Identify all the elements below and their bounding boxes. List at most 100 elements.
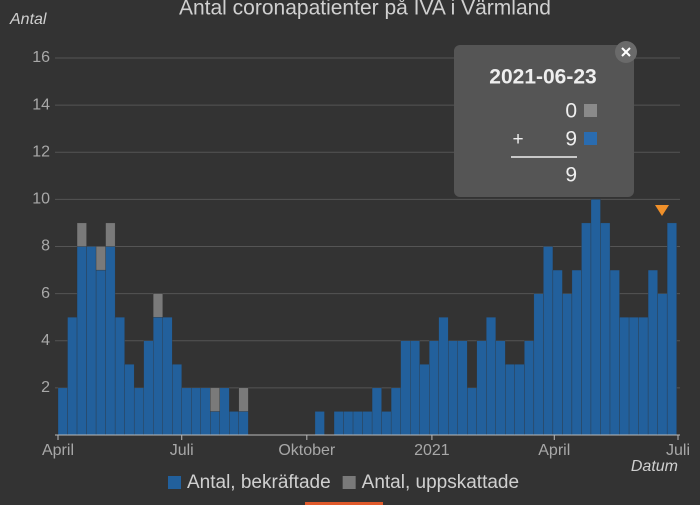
bar-segment <box>57 387 68 436</box>
bars <box>57 199 677 436</box>
close-icon[interactable] <box>621 47 631 57</box>
bar-segment <box>105 222 116 247</box>
bar-segment <box>409 340 420 436</box>
bar-segment <box>124 364 135 436</box>
tooltip-value: 0 <box>565 100 577 123</box>
bar-segment <box>153 293 163 318</box>
bar-segment <box>628 317 639 436</box>
bar-segment <box>429 340 439 436</box>
bar-segment <box>647 269 658 436</box>
bar-segment <box>133 387 144 436</box>
bar-segment <box>162 317 173 436</box>
tooltip-swatch <box>584 132 597 145</box>
bar-segment <box>238 387 249 412</box>
bar-segment <box>400 340 411 436</box>
tooltip: 2021-06-23 0 + 9 9 <box>454 41 637 197</box>
bar-segment <box>524 340 535 436</box>
tooltip-value: 9 <box>565 128 577 151</box>
bar-segment <box>352 411 363 436</box>
bar-segment <box>562 293 573 436</box>
x-tick-label: April <box>538 442 570 459</box>
tooltip-operator: + <box>512 129 523 150</box>
bar-segment <box>533 293 544 436</box>
bar-segment <box>229 411 239 436</box>
y-tick-label: 10 <box>32 191 50 208</box>
bar-segment <box>95 269 106 436</box>
bar-segment <box>590 199 601 436</box>
tooltip-swatch <box>584 104 597 117</box>
bar-segment <box>448 340 458 436</box>
bar-segment <box>238 411 249 436</box>
bar-segment <box>476 340 487 436</box>
bar-segment <box>600 222 611 436</box>
bar-segment <box>581 222 592 436</box>
bar-segment <box>638 317 649 436</box>
x-tick-label: April <box>42 442 74 459</box>
bar-segment <box>505 364 515 436</box>
bar-segment <box>67 317 78 436</box>
legend-label: Antal, uppskattade <box>362 472 519 493</box>
y-tick-label: 14 <box>32 96 50 113</box>
y-tick-label: 12 <box>32 143 50 160</box>
bar-segment <box>619 317 630 436</box>
bar-segment <box>114 317 125 436</box>
bar-segment <box>390 387 401 436</box>
x-tick-label: 2021 <box>414 442 450 459</box>
x-axis-label: Datum <box>631 458 678 475</box>
x-ticks: April Juli Oktober 2021 April Juli <box>42 435 690 459</box>
legend-swatch <box>342 476 356 489</box>
bar-segment <box>543 246 554 436</box>
bar-segment <box>210 411 220 436</box>
bar-segment <box>362 411 373 436</box>
y-axis-label: Antal <box>9 11 47 28</box>
y-tick-label: 16 <box>32 49 50 66</box>
tooltip-date: 2021-06-23 <box>489 66 596 89</box>
tooltip-box <box>454 45 634 197</box>
bar-segment <box>95 246 106 271</box>
bar-segment <box>105 246 116 436</box>
bar-segment <box>438 317 449 436</box>
bar-segment <box>467 387 477 436</box>
bar-segment <box>172 364 182 436</box>
bar-segment <box>76 222 87 247</box>
bar-segment <box>153 317 163 436</box>
x-tick-label: Juli <box>666 442 690 459</box>
y-tick-label: 6 <box>41 285 50 302</box>
bar-segment <box>381 411 392 436</box>
bar-segment <box>486 317 496 436</box>
legend: Antal, bekräftade Antal, uppskattade <box>168 472 519 493</box>
y-tick-label: 2 <box>41 379 50 396</box>
bar-segment <box>457 340 468 436</box>
chart-title: Antal coronapatienter på IVA i Värmland <box>179 0 551 20</box>
bar-segment <box>571 269 582 436</box>
y-tick-label: 4 <box>41 332 50 349</box>
bar-segment <box>495 340 506 436</box>
bar-segment <box>86 246 97 436</box>
bar-segment <box>200 387 211 436</box>
bar-segment <box>514 364 525 436</box>
bar-segment <box>191 387 201 436</box>
x-tick-label: Juli <box>170 442 194 459</box>
bar-segment <box>657 293 668 436</box>
legend-label: Antal, bekräftade <box>187 472 331 493</box>
bar-segment <box>210 387 220 412</box>
bar-segment <box>371 387 382 436</box>
bar-segment <box>609 269 620 436</box>
bar-segment <box>343 411 354 436</box>
bar-segment <box>76 246 87 436</box>
bar-segment <box>333 411 344 436</box>
tab-indicator <box>305 502 383 505</box>
bar-segment <box>666 222 677 436</box>
hover-marker <box>655 205 669 216</box>
bar-segment <box>419 364 430 436</box>
y-tick-label: 8 <box>41 238 50 255</box>
bar-segment <box>181 387 192 436</box>
close-button[interactable] <box>615 41 637 63</box>
x-tick-label: Oktober <box>278 442 336 459</box>
tooltip-total: 9 <box>565 164 577 187</box>
bar-segment <box>314 411 325 436</box>
bar-segment <box>219 387 230 436</box>
legend-swatch <box>168 476 181 489</box>
